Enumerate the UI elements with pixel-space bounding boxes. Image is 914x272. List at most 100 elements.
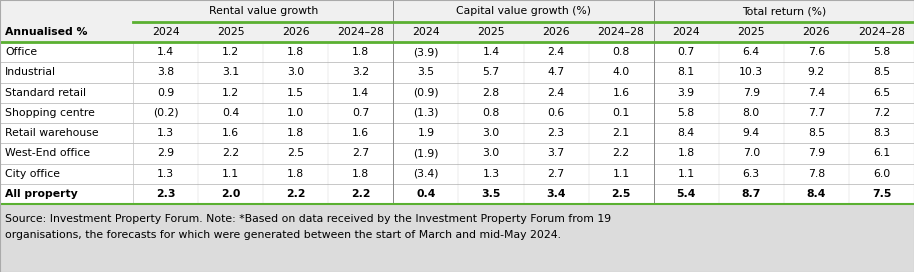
Text: 0.4: 0.4 xyxy=(416,189,436,199)
Text: 6.3: 6.3 xyxy=(743,169,760,179)
Text: 2.7: 2.7 xyxy=(352,148,369,158)
Text: 8.1: 8.1 xyxy=(677,67,695,77)
Text: 8.5: 8.5 xyxy=(873,67,890,77)
Text: 5.7: 5.7 xyxy=(483,67,500,77)
Text: 7.2: 7.2 xyxy=(873,108,890,118)
Text: 2.9: 2.9 xyxy=(157,148,174,158)
Text: Standard retail: Standard retail xyxy=(5,88,86,98)
Text: 2.1: 2.1 xyxy=(612,128,630,138)
Text: (1.3): (1.3) xyxy=(413,108,439,118)
Text: 3.5: 3.5 xyxy=(418,67,434,77)
Text: 1.5: 1.5 xyxy=(287,88,304,98)
Text: 2.3: 2.3 xyxy=(547,128,565,138)
Text: 5.4: 5.4 xyxy=(676,189,696,199)
Text: 1.3: 1.3 xyxy=(157,128,174,138)
Text: 2.7: 2.7 xyxy=(547,169,565,179)
Text: (1.9): (1.9) xyxy=(413,148,439,158)
Text: 3.7: 3.7 xyxy=(547,148,565,158)
Text: 3.2: 3.2 xyxy=(352,67,369,77)
Text: 0.7: 0.7 xyxy=(677,47,695,57)
Text: 3.5: 3.5 xyxy=(482,189,501,199)
Text: (0.9): (0.9) xyxy=(413,88,439,98)
Text: 1.1: 1.1 xyxy=(677,169,695,179)
Text: 1.2: 1.2 xyxy=(222,47,239,57)
Text: Rental value growth: Rental value growth xyxy=(208,6,318,16)
Text: Office: Office xyxy=(5,47,37,57)
Text: Retail warehouse: Retail warehouse xyxy=(5,128,99,138)
Text: 1.0: 1.0 xyxy=(287,108,304,118)
Text: 2024–28: 2024–28 xyxy=(337,27,384,37)
Text: All property: All property xyxy=(5,189,78,199)
Text: 0.4: 0.4 xyxy=(222,108,239,118)
Text: 1.8: 1.8 xyxy=(677,148,695,158)
Text: 1.8: 1.8 xyxy=(287,47,304,57)
Text: (0.2): (0.2) xyxy=(153,108,178,118)
Text: 9.2: 9.2 xyxy=(808,67,825,77)
Text: 0.8: 0.8 xyxy=(612,47,630,57)
Text: 7.9: 7.9 xyxy=(743,88,760,98)
Text: 4.0: 4.0 xyxy=(612,67,630,77)
Text: 7.4: 7.4 xyxy=(808,88,825,98)
Text: 1.6: 1.6 xyxy=(222,128,239,138)
Text: 2.0: 2.0 xyxy=(221,189,240,199)
Text: 2024: 2024 xyxy=(152,27,179,37)
Text: 3.8: 3.8 xyxy=(157,67,174,77)
Text: 2.8: 2.8 xyxy=(483,88,500,98)
Text: organisations, the forecasts for which were generated between the start of March: organisations, the forecasts for which w… xyxy=(5,230,561,240)
Text: 4.7: 4.7 xyxy=(547,67,565,77)
Text: 7.5: 7.5 xyxy=(872,189,891,199)
Text: 2.2: 2.2 xyxy=(612,148,630,158)
Text: 2024: 2024 xyxy=(673,27,700,37)
Text: 2026: 2026 xyxy=(542,27,569,37)
Text: Shopping centre: Shopping centre xyxy=(5,108,95,118)
Text: 1.3: 1.3 xyxy=(483,169,500,179)
Text: 8.4: 8.4 xyxy=(807,189,826,199)
Text: 8.4: 8.4 xyxy=(677,128,695,138)
Text: 7.7: 7.7 xyxy=(808,108,825,118)
Text: 2.3: 2.3 xyxy=(155,189,175,199)
Text: 1.2: 1.2 xyxy=(222,88,239,98)
Text: 3.0: 3.0 xyxy=(483,128,500,138)
Text: 10.3: 10.3 xyxy=(739,67,763,77)
Text: 3.9: 3.9 xyxy=(677,88,695,98)
Text: 3.4: 3.4 xyxy=(547,189,566,199)
Text: 5.8: 5.8 xyxy=(873,47,890,57)
Text: 1.8: 1.8 xyxy=(352,169,369,179)
Text: (3.4): (3.4) xyxy=(413,169,439,179)
Text: (3.9): (3.9) xyxy=(413,47,439,57)
Text: 9.4: 9.4 xyxy=(743,128,760,138)
Text: 2.5: 2.5 xyxy=(611,189,631,199)
Text: Annualised %: Annualised % xyxy=(5,27,88,37)
Bar xyxy=(0,22,914,42)
Text: Total return (%): Total return (%) xyxy=(741,6,826,16)
Text: 2.2: 2.2 xyxy=(286,189,305,199)
Text: 1.3: 1.3 xyxy=(157,169,174,179)
Text: 1.8: 1.8 xyxy=(287,169,304,179)
Text: 1.8: 1.8 xyxy=(352,47,369,57)
Text: 1.6: 1.6 xyxy=(612,88,630,98)
Text: 8.3: 8.3 xyxy=(873,128,890,138)
Bar xyxy=(0,204,914,272)
Text: 2025: 2025 xyxy=(217,27,244,37)
Text: 2026: 2026 xyxy=(282,27,310,37)
Text: West-End office: West-End office xyxy=(5,148,90,158)
Text: 3.0: 3.0 xyxy=(287,67,304,77)
Text: 3.0: 3.0 xyxy=(483,148,500,158)
Text: 2.4: 2.4 xyxy=(547,47,565,57)
Text: 2024–28: 2024–28 xyxy=(598,27,644,37)
Text: 1.8: 1.8 xyxy=(287,128,304,138)
Text: 1.4: 1.4 xyxy=(483,47,500,57)
Text: City office: City office xyxy=(5,169,60,179)
Text: 1.1: 1.1 xyxy=(222,169,239,179)
Text: 7.6: 7.6 xyxy=(808,47,825,57)
Text: 0.7: 0.7 xyxy=(352,108,369,118)
Text: Industrial: Industrial xyxy=(5,67,56,77)
Text: 7.9: 7.9 xyxy=(808,148,825,158)
Text: 2.4: 2.4 xyxy=(547,88,565,98)
Text: 2024–28: 2024–28 xyxy=(858,27,905,37)
Bar xyxy=(0,0,914,22)
Text: 0.9: 0.9 xyxy=(157,88,175,98)
Text: 1.6: 1.6 xyxy=(352,128,369,138)
Text: 2025: 2025 xyxy=(738,27,765,37)
Text: Source: Investment Property Forum. Note: *Based on data received by the Investme: Source: Investment Property Forum. Note:… xyxy=(5,214,611,224)
